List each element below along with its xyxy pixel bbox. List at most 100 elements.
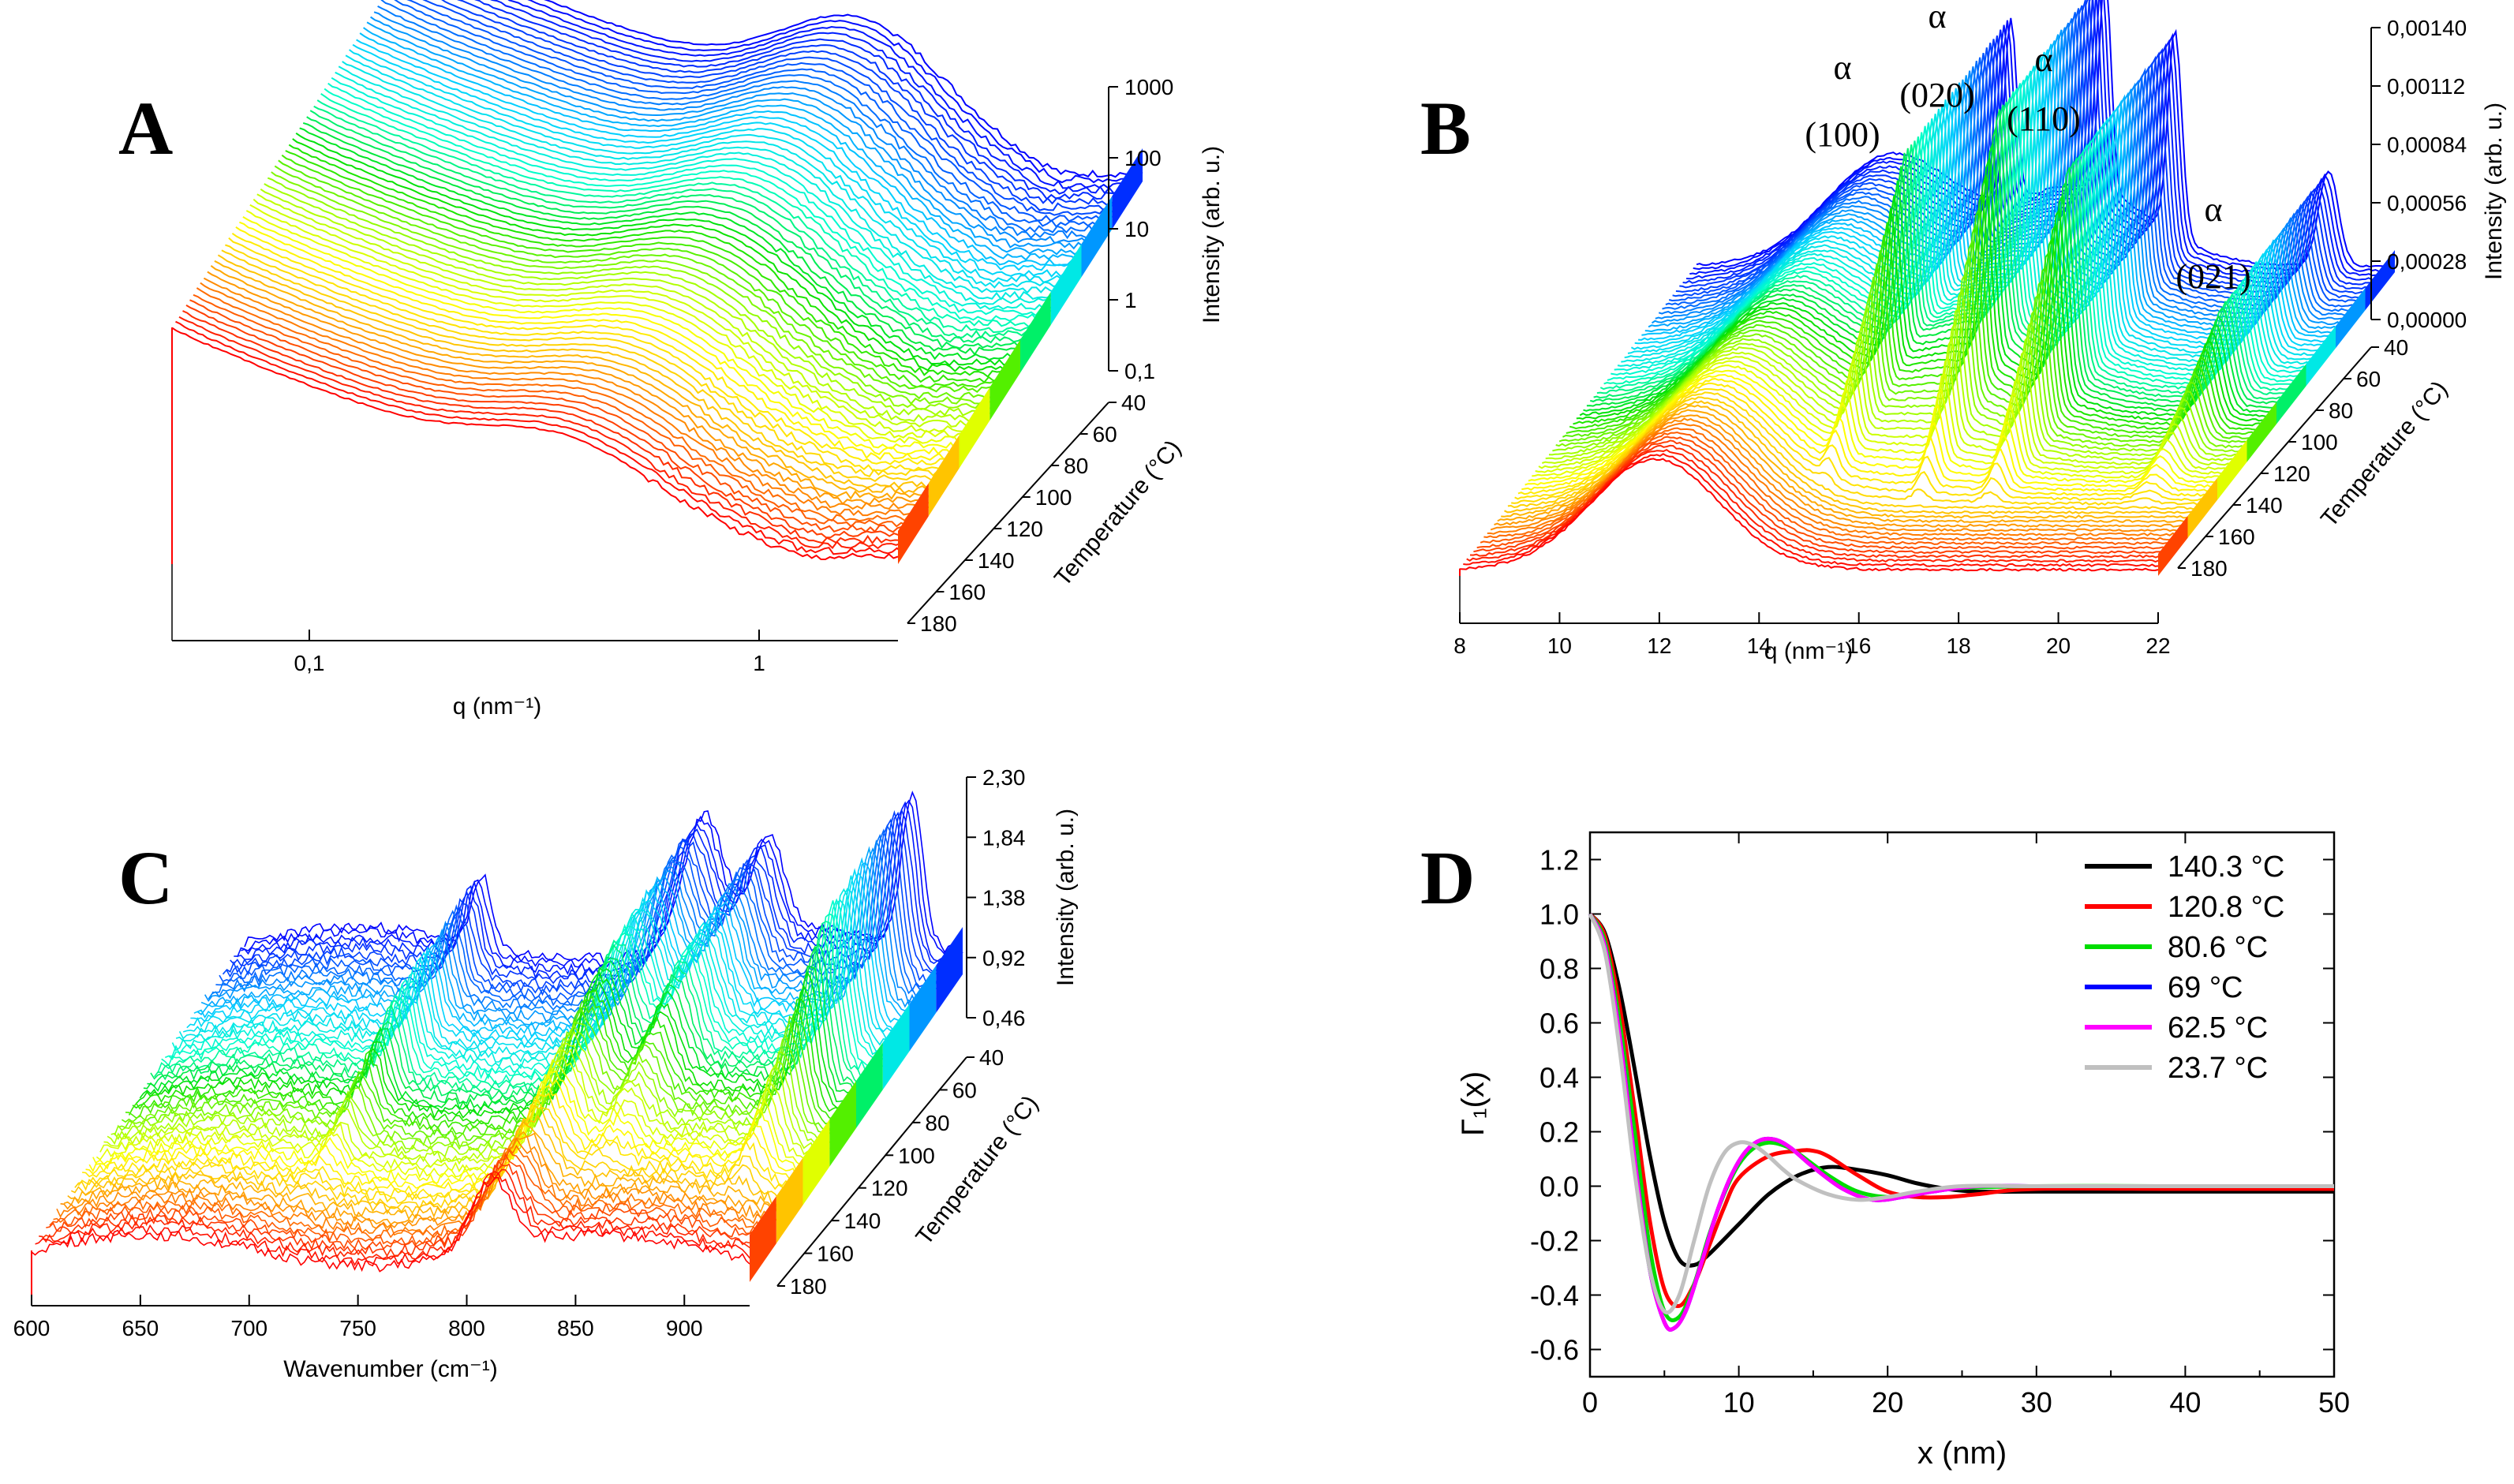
panel-b-trace — [1532, 364, 2231, 480]
panel-c-intensity-tick-label: 1,38 — [982, 886, 1026, 910]
panel-c-trace — [31, 1176, 750, 1273]
panel-a-trace — [210, 265, 938, 500]
panel-a-temp-tick-label: 60 — [1093, 422, 1117, 447]
panel-d-legend-label: 120.8 °C — [2168, 891, 2284, 924]
panel-c-temp-tick-label: 60 — [952, 1078, 977, 1102]
panel-letter-d: D — [1420, 835, 1475, 920]
panel-a-trace — [359, 32, 1087, 267]
panel-b-trace — [1521, 377, 2220, 492]
panel-c-temp-axis — [776, 1056, 967, 1287]
panel-a-intensity-tick-label: 0,1 — [1124, 359, 1155, 383]
panel-c-trace — [171, 899, 892, 1070]
panel-b-trace — [1555, 271, 2255, 449]
panel-b-annotation-greek: α — [1928, 0, 1946, 36]
panel-a-trace — [214, 260, 941, 495]
panel-a-trace — [342, 61, 1069, 295]
panel-b-end-block — [2336, 288, 2366, 349]
panel-b-q-tick-label: 16 — [1846, 634, 1871, 658]
panel-a-trace — [370, 16, 1098, 250]
panel-c-trace — [74, 1104, 794, 1211]
panel-a-end-block — [898, 483, 929, 564]
panel-a-end-block — [1112, 148, 1143, 230]
panel-b-intensity-tick-label: 0,00028 — [2387, 249, 2467, 274]
panel-a-trace — [489, 0, 1132, 195]
panel-a-trace — [422, 0, 1118, 216]
panel-d-x-tick-label: 0 — [1582, 1386, 1598, 1419]
panel-c-wavenumber-tick-label: 900 — [666, 1316, 703, 1340]
panel-d-legend-label: 80.6 °C — [2168, 931, 2268, 964]
panel-c-trace — [143, 965, 862, 1112]
panel-a-intensity-tick-label: 1000 — [1124, 75, 1173, 99]
panel-a-trace — [260, 188, 987, 422]
panel-b-end-block — [2276, 364, 2306, 424]
panel-a-trace — [457, 0, 1125, 206]
panel-b-temp-tick-label: 80 — [2329, 398, 2353, 423]
panel-d-x-axis-title: x (nm) — [1917, 1436, 2007, 1471]
panel-a-trace — [189, 299, 916, 533]
panel-b-trace — [1552, 287, 2251, 453]
panel-a-trace — [380, 0, 1108, 234]
panel-c-trace — [56, 1137, 776, 1236]
panel-a-trace — [348, 49, 1076, 283]
panel-d-series-line — [1588, 913, 2334, 1315]
panel-c-end-block — [776, 1157, 803, 1244]
panel-c-wavenumber-tick-label: 600 — [13, 1316, 51, 1340]
panel-c-trace — [164, 900, 884, 1080]
panel-a-trace — [217, 254, 945, 489]
panel-a-trace — [406, 0, 1115, 222]
panel-c-temp-tick-label: 40 — [979, 1045, 1004, 1070]
panel-c-temp-tick-label: 100 — [898, 1143, 935, 1168]
panel-d-y-tick-label: 1.0 — [1539, 899, 1579, 931]
panel-a-trace — [507, 0, 1136, 189]
panel-a-end-block — [1020, 291, 1051, 373]
panel-b-intensity-title: Intensity (arb. u.) — [2481, 103, 2507, 280]
panel-c-trace — [161, 913, 880, 1085]
panel-c-trace — [110, 1030, 830, 1158]
panel-c-temp-tick-label: 180 — [790, 1274, 827, 1299]
panel-a-temp-tick-label: 100 — [1035, 485, 1072, 510]
panel-b-trace — [1668, 8, 2368, 303]
panel-c-trace — [49, 1149, 769, 1246]
panel-d-y-tick-label: -0.2 — [1530, 1225, 1579, 1258]
panel-a-intensity-title: Intensity (arb. u.) — [1199, 146, 1225, 323]
panel-a-trace — [324, 88, 1051, 322]
panel-a-intensity-tick-label: 100 — [1124, 146, 1162, 170]
panel-a-trace — [228, 237, 956, 472]
panel-c-wavenumber-title: Wavenumber (cm⁻¹) — [283, 1356, 497, 1382]
panel-c-trace — [139, 971, 859, 1116]
panel-a-trace — [178, 316, 906, 550]
panel-c-wavenumber-tick-label: 700 — [230, 1316, 267, 1340]
panel-a-temp-axis — [907, 402, 1109, 624]
panel-c-trace — [197, 862, 917, 1033]
panel-b-trace — [1483, 427, 2183, 541]
panel-b-annotation-greek: α — [2204, 190, 2222, 229]
panel-a-trace — [235, 226, 963, 461]
panel-c-trace — [39, 1168, 758, 1261]
panel-b-end-block — [2187, 477, 2217, 538]
panel-a-trace — [335, 71, 1062, 305]
panel-b-trace — [1473, 439, 2172, 555]
panel-b-temp-tick-label: 40 — [2384, 335, 2408, 360]
panel-c-end-block — [936, 927, 963, 1013]
panel-c-trace — [226, 809, 945, 991]
panel-a-temp-tick-label: 120 — [1006, 517, 1043, 541]
panel-a-trace — [221, 249, 948, 483]
panel-b-q-tick-label: 22 — [2146, 634, 2170, 658]
panel-b-q-tick-label: 12 — [1647, 634, 1671, 658]
panel-d-legend-label: 140.3 °C — [2168, 850, 2284, 884]
panel-a-trace — [394, 0, 1112, 228]
panel-a-trace — [327, 82, 1055, 317]
panel-a-temp-tick-label: 160 — [948, 580, 986, 604]
panel-b-trace — [1480, 431, 2179, 546]
panel-b-waterfall: 8 10 12 14 16 18 20 22 q (nm⁻¹) 0,00000 0,00028 0,0… — [1453, 0, 2507, 664]
panel-b-q-tick-label: 14 — [1747, 634, 1771, 658]
panel-c-wavenumber-tick-label: 650 — [122, 1316, 159, 1340]
panel-b-trace — [1651, 29, 2351, 326]
panel-a-trace — [306, 116, 1034, 350]
panel-a-q-axis-title: q (nm⁻¹) — [453, 693, 542, 720]
panel-a-trace — [527, 0, 1139, 184]
panel-c-trace — [219, 824, 938, 1001]
panel-c-wavenumber-tick-label: 750 — [339, 1316, 376, 1340]
panel-b-trace — [1562, 238, 2261, 439]
